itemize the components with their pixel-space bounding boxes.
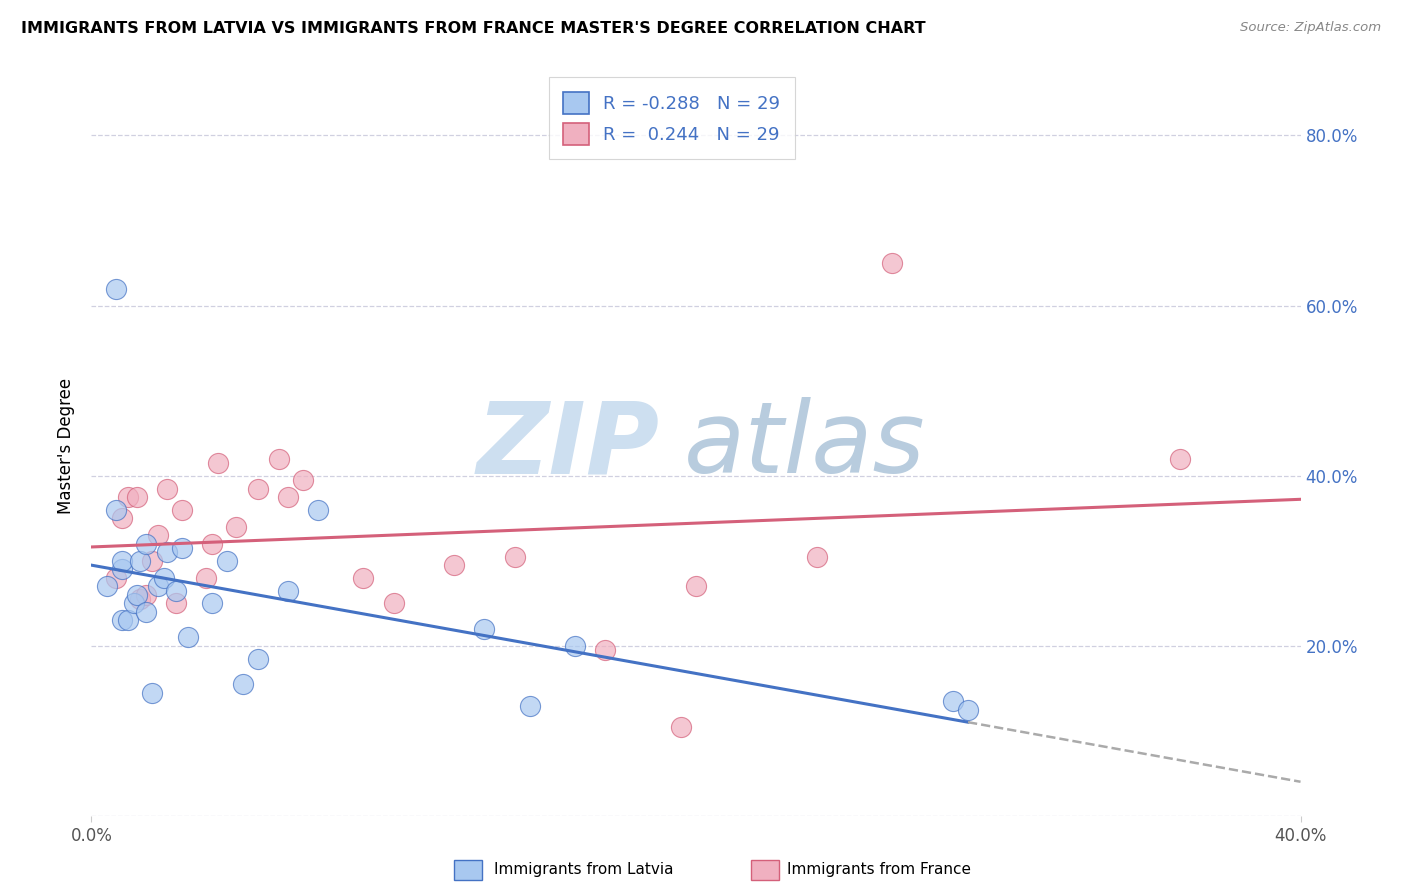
Point: [207, 456, 229, 470]
Point: [669, 720, 692, 734]
Point: [141, 554, 163, 568]
Point: [292, 473, 315, 487]
Point: [135, 588, 157, 602]
Text: Immigrants from France: Immigrants from France: [787, 863, 970, 877]
Point: [443, 558, 465, 573]
Y-axis label: Master's Degree: Master's Degree: [58, 378, 76, 514]
Point: [382, 596, 405, 610]
Point: [195, 571, 218, 585]
Text: Immigrants from Latvia: Immigrants from Latvia: [494, 863, 673, 877]
Point: [135, 605, 157, 619]
Legend: R = -0.288   N = 29, R =  0.244   N = 29: R = -0.288 N = 29, R = 0.244 N = 29: [548, 78, 794, 160]
Text: Source: ZipAtlas.com: Source: ZipAtlas.com: [1240, 21, 1381, 34]
Point: [128, 554, 150, 568]
Point: [125, 588, 148, 602]
Point: [135, 537, 157, 551]
Point: [882, 256, 904, 270]
Point: [595, 643, 617, 657]
Point: [806, 549, 828, 564]
Point: [104, 282, 127, 296]
Point: [217, 554, 239, 568]
Point: [503, 549, 526, 564]
Point: [956, 703, 979, 717]
Point: [165, 583, 187, 598]
Point: [519, 698, 541, 713]
Point: [472, 622, 495, 636]
Point: [125, 490, 148, 504]
Point: [156, 482, 179, 496]
Point: [117, 490, 139, 504]
Point: [111, 511, 132, 525]
Point: [153, 571, 176, 585]
Bar: [751, 860, 779, 880]
Point: [277, 583, 299, 598]
Point: [201, 596, 224, 610]
Point: [156, 545, 179, 559]
Point: [352, 571, 374, 585]
Point: [111, 554, 132, 568]
Point: [307, 503, 329, 517]
Point: [104, 571, 127, 585]
Point: [111, 562, 132, 576]
Point: [231, 677, 253, 691]
Point: [141, 686, 163, 700]
Text: IMMIGRANTS FROM LATVIA VS IMMIGRANTS FROM FRANCE MASTER'S DEGREE CORRELATION CHA: IMMIGRANTS FROM LATVIA VS IMMIGRANTS FRO…: [21, 21, 925, 36]
Point: [146, 528, 169, 542]
Point: [277, 490, 299, 504]
Text: ZIP: ZIP: [477, 398, 659, 494]
Point: [564, 639, 586, 653]
Text: atlas: atlas: [683, 398, 925, 494]
Point: [685, 579, 707, 593]
Point: [165, 596, 187, 610]
Point: [1168, 451, 1191, 466]
Point: [201, 537, 224, 551]
Point: [172, 503, 194, 517]
Point: [146, 579, 169, 593]
Point: [177, 631, 200, 645]
Point: [246, 652, 269, 666]
Point: [225, 520, 247, 534]
Point: [104, 503, 127, 517]
Point: [246, 482, 269, 496]
Bar: [454, 860, 482, 880]
Point: [128, 592, 150, 607]
Point: [942, 694, 965, 708]
Point: [111, 614, 132, 628]
Point: [96, 579, 118, 593]
Point: [267, 451, 290, 466]
Point: [117, 614, 139, 628]
Point: [122, 596, 145, 610]
Point: [172, 541, 194, 555]
